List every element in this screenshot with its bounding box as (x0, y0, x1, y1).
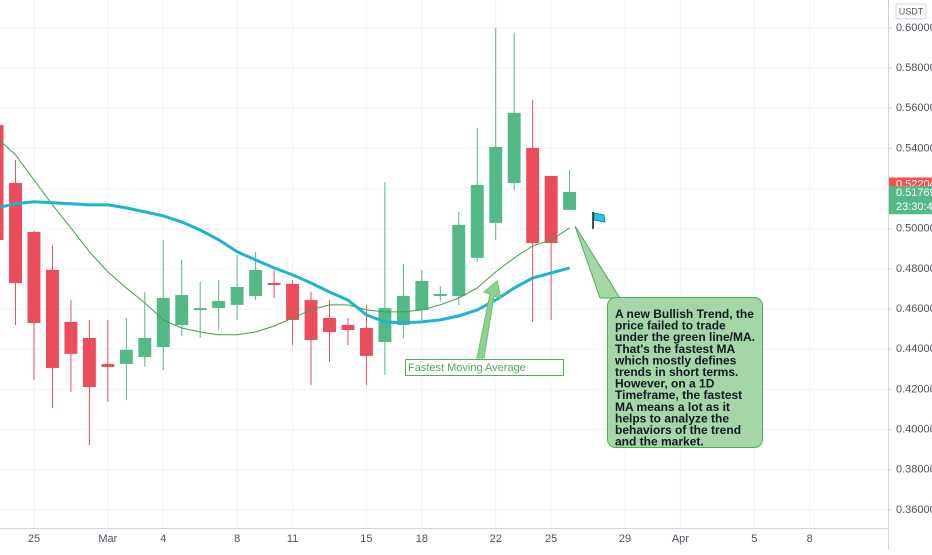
y-tick-label: 0.40000 (896, 423, 932, 435)
candle-body (304, 300, 318, 341)
callout-line: behaviors of the trend (615, 423, 741, 437)
x-tick-label: 18 (416, 533, 428, 545)
candle-body (230, 286, 244, 305)
candle-body (433, 294, 447, 297)
candle-body (82, 338, 96, 388)
y-tick-label: 0.36000 (896, 504, 932, 516)
callout-line: price failed to trade (615, 319, 726, 333)
candle-body (359, 327, 373, 356)
candle-body (119, 349, 133, 364)
candle-body (415, 280, 429, 311)
y-tick-label: 0.38000 (896, 464, 932, 476)
y-tick-label: 0.44000 (896, 343, 932, 355)
candle-body (470, 184, 484, 258)
x-tick-label: 29 (619, 533, 631, 545)
candle-body (27, 231, 41, 323)
callout-line: Timeframe, the fastest (615, 388, 742, 402)
candle-body (286, 283, 300, 320)
y-tick-label: 0.42000 (896, 383, 932, 395)
callout-line: and the market. (615, 435, 704, 449)
arrow (476, 280, 502, 359)
moving-average (0, 200, 570, 325)
callout-line: under the green line/MA. (615, 330, 755, 344)
y-tick-label: 0.50000 (896, 223, 932, 235)
price-label-box (889, 186, 932, 215)
ma-label: Fastest Moving Average (408, 362, 526, 374)
flag-cloth (593, 212, 606, 223)
candle-body (563, 192, 577, 210)
candle-body (249, 269, 263, 297)
candle-body (101, 363, 115, 367)
candle-body (156, 298, 170, 348)
candle-body (212, 301, 226, 309)
candle-body (507, 112, 521, 183)
moving-average (0, 140, 570, 336)
price-countdown: 23:30:45 (896, 201, 932, 213)
unit-box[interactable] (895, 3, 927, 20)
candle-body (9, 182, 22, 283)
candle-body (175, 295, 189, 325)
callout-pointer (574, 225, 621, 299)
x-tick-label: Apr (672, 533, 689, 545)
candle-body (138, 338, 152, 357)
y-tick-label: 0.60000 (896, 22, 932, 34)
candle-body (64, 321, 78, 354)
y-tick-label: 0.48000 (896, 263, 932, 275)
callout-box (607, 297, 763, 448)
callout-line: which mostly defines (614, 353, 737, 367)
x-tick-label: 4 (160, 533, 166, 545)
x-tick-label: 15 (360, 533, 372, 545)
x-tick-label: 22 (490, 533, 502, 545)
ma-annotation: Fastest Moving Average (405, 280, 564, 376)
flag (592, 212, 606, 229)
x-tick-label: 25 (545, 533, 557, 545)
callout-line: helps to analyze the (615, 411, 729, 425)
callout-line: trends in short terms. (615, 365, 738, 379)
candle-body (267, 282, 281, 285)
x-tick-label: 25 (28, 533, 40, 545)
candle-body (489, 147, 503, 223)
candle-body (544, 175, 558, 244)
y-tick-label: 0.46000 (896, 303, 932, 315)
callout-line: That's the fastest MA (615, 342, 736, 356)
x-tick-label: 5 (751, 533, 757, 545)
candle-body (452, 224, 466, 297)
grid (0, 0, 888, 528)
x-tick-label: Mar (98, 533, 117, 545)
y-tick-label: 0.56000 (896, 102, 932, 114)
x-tick-label: 8 (807, 533, 813, 545)
candle-body (45, 269, 59, 368)
candle-body (323, 317, 336, 332)
candle-body (0, 124, 4, 240)
callout-line: A new Bullish Trend, the (615, 307, 754, 321)
y-tick-label: 0.54000 (896, 142, 932, 154)
ma-label-box (405, 359, 564, 376)
candle-body (378, 308, 392, 343)
callout-line: MA means a lot as it (615, 400, 730, 414)
candle-body (193, 308, 207, 311)
candle-body (526, 148, 540, 244)
candle-body (341, 324, 355, 330)
callout-line: However, on a 1D (615, 377, 715, 391)
x-tick-label: 11 (287, 533, 298, 545)
axes: 0.36000 0.38000 0.40000 0.42000 0.44000 0.460… (28, 22, 932, 545)
unit-label: USDT (899, 6, 924, 16)
plot-area (0, 27, 577, 446)
x-tick-label: 8 (234, 533, 240, 545)
price-label: 0.51769 (896, 187, 932, 199)
y-tick-label: 0.58000 (896, 62, 932, 74)
candle-body (396, 296, 410, 325)
